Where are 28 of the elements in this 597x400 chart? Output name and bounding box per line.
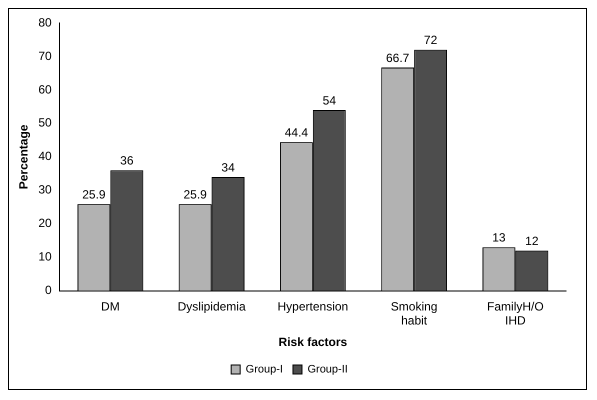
data-label: 13	[492, 230, 506, 245]
y-tick-label: 60	[38, 82, 52, 96]
legend-label: Group-I	[246, 364, 283, 376]
legend-label: Group-II	[307, 364, 348, 376]
x-tick-label: Dyslipidemia	[178, 299, 246, 314]
y-tick-label: 20	[38, 216, 52, 230]
y-tick-label: 50	[38, 116, 52, 130]
data-label: 25.9	[183, 187, 208, 202]
data-label: 66.7	[386, 50, 410, 65]
data-label: 54	[322, 93, 336, 108]
x-tick-label: Hypertension	[278, 299, 348, 314]
y-axis-title: Percentage	[16, 124, 31, 190]
y-tick-label: 30	[38, 182, 52, 197]
data-label: 36	[120, 154, 134, 168]
data-label: 12	[525, 234, 539, 248]
y-tick-label: 70	[38, 48, 52, 63]
data-label: 34	[221, 160, 236, 174]
data-label: 72	[424, 33, 438, 48]
x-axis-title: Risk factors	[278, 335, 348, 350]
y-tick-label: 80	[38, 15, 52, 30]
x-tick-label: DM	[101, 299, 120, 314]
data-label: 44.4	[284, 125, 308, 140]
x-tick-label: FamilyH/O IHD	[487, 299, 544, 328]
y-tick-label: 40	[38, 149, 52, 164]
data-label: 25.9	[82, 187, 106, 202]
y-tick-label: 0	[45, 283, 52, 298]
x-tick-label: Smoking habit	[390, 299, 438, 328]
y-tick-label: 10	[38, 250, 52, 264]
